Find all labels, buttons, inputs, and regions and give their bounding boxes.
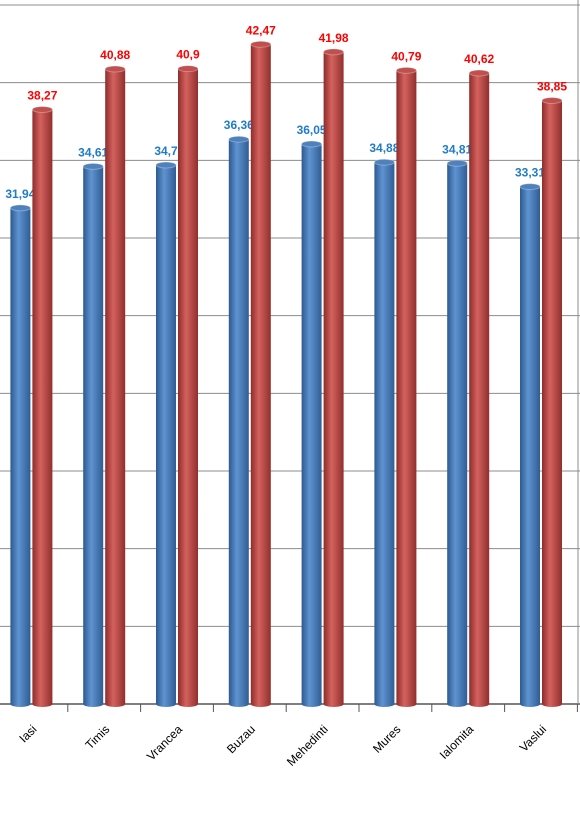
bar [250, 40, 272, 707]
value-label: 40,79 [391, 49, 421, 63]
value-label: 42,47 [246, 23, 276, 37]
value-label: 41,98 [319, 31, 349, 45]
bar-bottom [156, 701, 176, 707]
bar [31, 106, 53, 707]
x-tick-label: Ialomita [437, 722, 477, 762]
x-tick-label: Mures [370, 722, 403, 755]
bar-body [301, 144, 322, 705]
bar-bottom [178, 701, 198, 707]
bar-body [250, 44, 271, 705]
bar [177, 65, 199, 707]
x-tick-label: Buzau [224, 722, 258, 756]
bar-top [395, 66, 417, 74]
bar-body [32, 109, 53, 705]
bar [104, 65, 126, 707]
bar-bottom [374, 701, 395, 707]
bar-bottom [520, 701, 540, 707]
bar-top [468, 69, 490, 77]
bar-top [301, 140, 323, 148]
bar-body [542, 100, 562, 704]
bar [82, 162, 104, 707]
bar-bottom [396, 701, 417, 707]
bar-top [323, 48, 345, 56]
bar-top [541, 97, 563, 105]
bar-body [396, 70, 417, 705]
bar [519, 183, 541, 707]
bar-top [82, 162, 104, 170]
bar-bottom [542, 701, 562, 707]
bar-bottom [469, 701, 490, 707]
bar-body [83, 166, 104, 704]
value-label: 40,9 [176, 48, 200, 62]
bar [541, 97, 563, 707]
bar-body [520, 186, 540, 705]
bar [9, 204, 31, 707]
bar [155, 161, 177, 707]
value-label: 33,31 [515, 166, 545, 180]
value-label: 34,7 [154, 144, 178, 158]
value-label: 40,88 [100, 48, 130, 62]
bar-top [250, 40, 272, 48]
bar-top [519, 183, 541, 191]
bar-body [105, 68, 126, 705]
bar-top [228, 135, 250, 143]
value-label: 34,61 [78, 145, 108, 159]
bar-bottom [250, 701, 271, 707]
bar-top [9, 204, 31, 212]
value-label: 40,62 [464, 52, 494, 66]
bar [373, 158, 395, 707]
value-label: 36,05 [297, 123, 327, 137]
bar-bottom [105, 701, 126, 707]
bar-bottom [10, 701, 31, 707]
bar-bottom [83, 701, 104, 707]
bar [468, 69, 490, 707]
bar-bottom [32, 701, 53, 707]
bar [301, 140, 323, 707]
x-tick-label: Vaslui [517, 722, 549, 754]
bar-body [323, 51, 344, 705]
bar-body [228, 139, 249, 704]
bar [395, 66, 417, 707]
bar-body [469, 73, 490, 704]
bar-top [31, 106, 53, 114]
value-label: 31,94 [5, 187, 35, 201]
bar [323, 48, 345, 707]
x-tick-label: Iasi [16, 722, 39, 745]
bar-bottom [323, 701, 344, 707]
bar-bottom [228, 701, 249, 707]
bar-bottom [301, 701, 322, 707]
bar-top [446, 159, 468, 167]
x-tick-label: Mehedinti [284, 722, 331, 769]
bar-body [178, 68, 198, 705]
value-label: 34,88 [369, 141, 399, 155]
bar-body [447, 163, 468, 704]
bar [228, 135, 250, 707]
bar-top [104, 65, 126, 73]
bar-body [10, 207, 31, 704]
bar-top [177, 65, 199, 73]
bar-body [374, 162, 395, 704]
bar-body [156, 164, 176, 704]
bar-bottom [447, 701, 468, 707]
x-tick-label: Vrancea [144, 722, 185, 763]
bar-top [373, 158, 395, 166]
value-label: 34,81 [442, 142, 472, 156]
bar-top [155, 161, 177, 169]
value-label: 36,36 [224, 118, 254, 132]
value-label: 38,85 [537, 80, 567, 94]
value-label: 38,27 [27, 89, 57, 103]
bar [446, 159, 468, 707]
x-tick-label: Timis [82, 722, 112, 752]
